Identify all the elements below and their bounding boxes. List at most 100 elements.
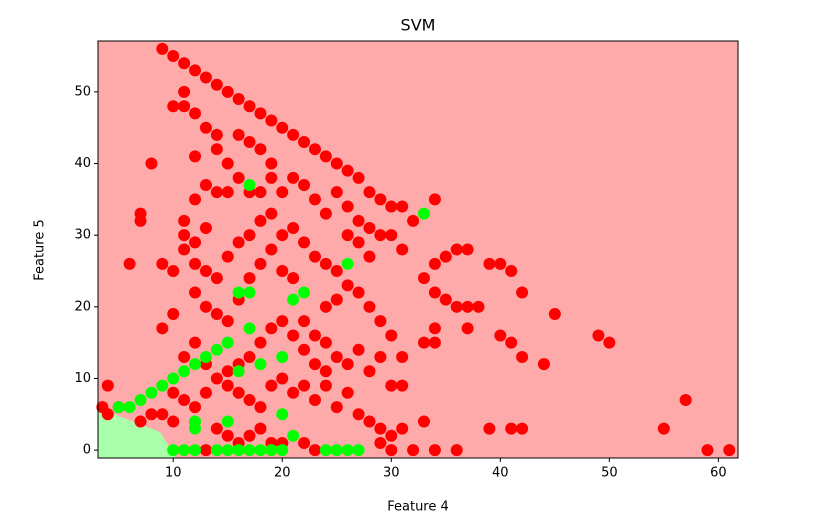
point <box>428 336 441 349</box>
y-tick-label: 50 <box>74 84 91 99</box>
point <box>232 128 245 141</box>
point <box>189 193 202 206</box>
point <box>450 243 463 256</box>
point <box>221 336 234 349</box>
point <box>145 386 158 399</box>
point <box>374 315 387 328</box>
point <box>199 179 212 192</box>
point <box>167 100 180 113</box>
point <box>319 444 332 457</box>
point <box>210 186 223 199</box>
point <box>341 257 354 270</box>
y-axis-label: Feature 5 <box>33 219 48 281</box>
point <box>276 186 289 199</box>
point <box>461 322 474 335</box>
point <box>276 372 289 385</box>
point <box>178 243 191 256</box>
point <box>243 429 256 442</box>
point <box>167 415 180 428</box>
point <box>265 379 278 392</box>
point <box>221 444 234 457</box>
point <box>199 71 212 84</box>
point <box>189 422 202 435</box>
point <box>178 229 191 242</box>
point <box>254 422 267 435</box>
point <box>374 350 387 363</box>
point <box>308 143 321 156</box>
point <box>352 236 365 249</box>
point <box>145 408 158 421</box>
point <box>189 150 202 163</box>
point <box>385 200 398 213</box>
point <box>254 107 267 120</box>
point <box>243 393 256 406</box>
point <box>461 243 474 256</box>
point <box>516 422 529 435</box>
point <box>232 236 245 249</box>
point <box>243 100 256 113</box>
x-tick-label: 20 <box>274 466 291 481</box>
point <box>330 157 343 170</box>
point <box>319 336 332 349</box>
point <box>221 415 234 428</box>
point <box>199 222 212 235</box>
point <box>385 379 398 392</box>
point <box>265 322 278 335</box>
point <box>243 272 256 285</box>
point <box>330 264 343 277</box>
point <box>396 243 409 256</box>
point <box>156 257 169 270</box>
point <box>417 272 430 285</box>
point <box>330 186 343 199</box>
point <box>199 386 212 399</box>
region-green <box>98 408 176 458</box>
point <box>308 393 321 406</box>
point <box>319 257 332 270</box>
point <box>199 264 212 277</box>
point <box>232 93 245 106</box>
point <box>167 372 180 385</box>
point <box>505 264 518 277</box>
point <box>287 171 300 184</box>
point <box>189 236 202 249</box>
point <box>603 336 616 349</box>
point <box>276 229 289 242</box>
point <box>221 85 234 98</box>
point <box>287 329 300 342</box>
point <box>189 64 202 77</box>
point <box>232 365 245 378</box>
point <box>134 393 147 406</box>
point <box>276 264 289 277</box>
y-tick-label: 40 <box>74 156 91 171</box>
point <box>374 193 387 206</box>
point <box>189 286 202 299</box>
point <box>494 329 507 342</box>
point <box>352 444 365 457</box>
point <box>363 415 376 428</box>
point <box>178 393 191 406</box>
point <box>592 329 605 342</box>
point <box>472 300 485 313</box>
point <box>319 300 332 313</box>
point <box>417 207 430 220</box>
point <box>101 379 114 392</box>
point <box>341 229 354 242</box>
point <box>439 250 452 263</box>
x-tick-label: 10 <box>165 466 182 481</box>
point <box>265 171 278 184</box>
point <box>428 257 441 270</box>
point <box>123 257 136 270</box>
point <box>494 257 507 270</box>
point <box>178 214 191 227</box>
point <box>276 315 289 328</box>
y-tick-label: 0 <box>83 443 91 458</box>
point <box>352 171 365 184</box>
point <box>679 393 692 406</box>
point <box>396 422 409 435</box>
point <box>134 214 147 227</box>
point <box>298 136 311 149</box>
point <box>287 293 300 306</box>
point <box>276 350 289 363</box>
point <box>178 100 191 113</box>
point <box>374 436 387 449</box>
